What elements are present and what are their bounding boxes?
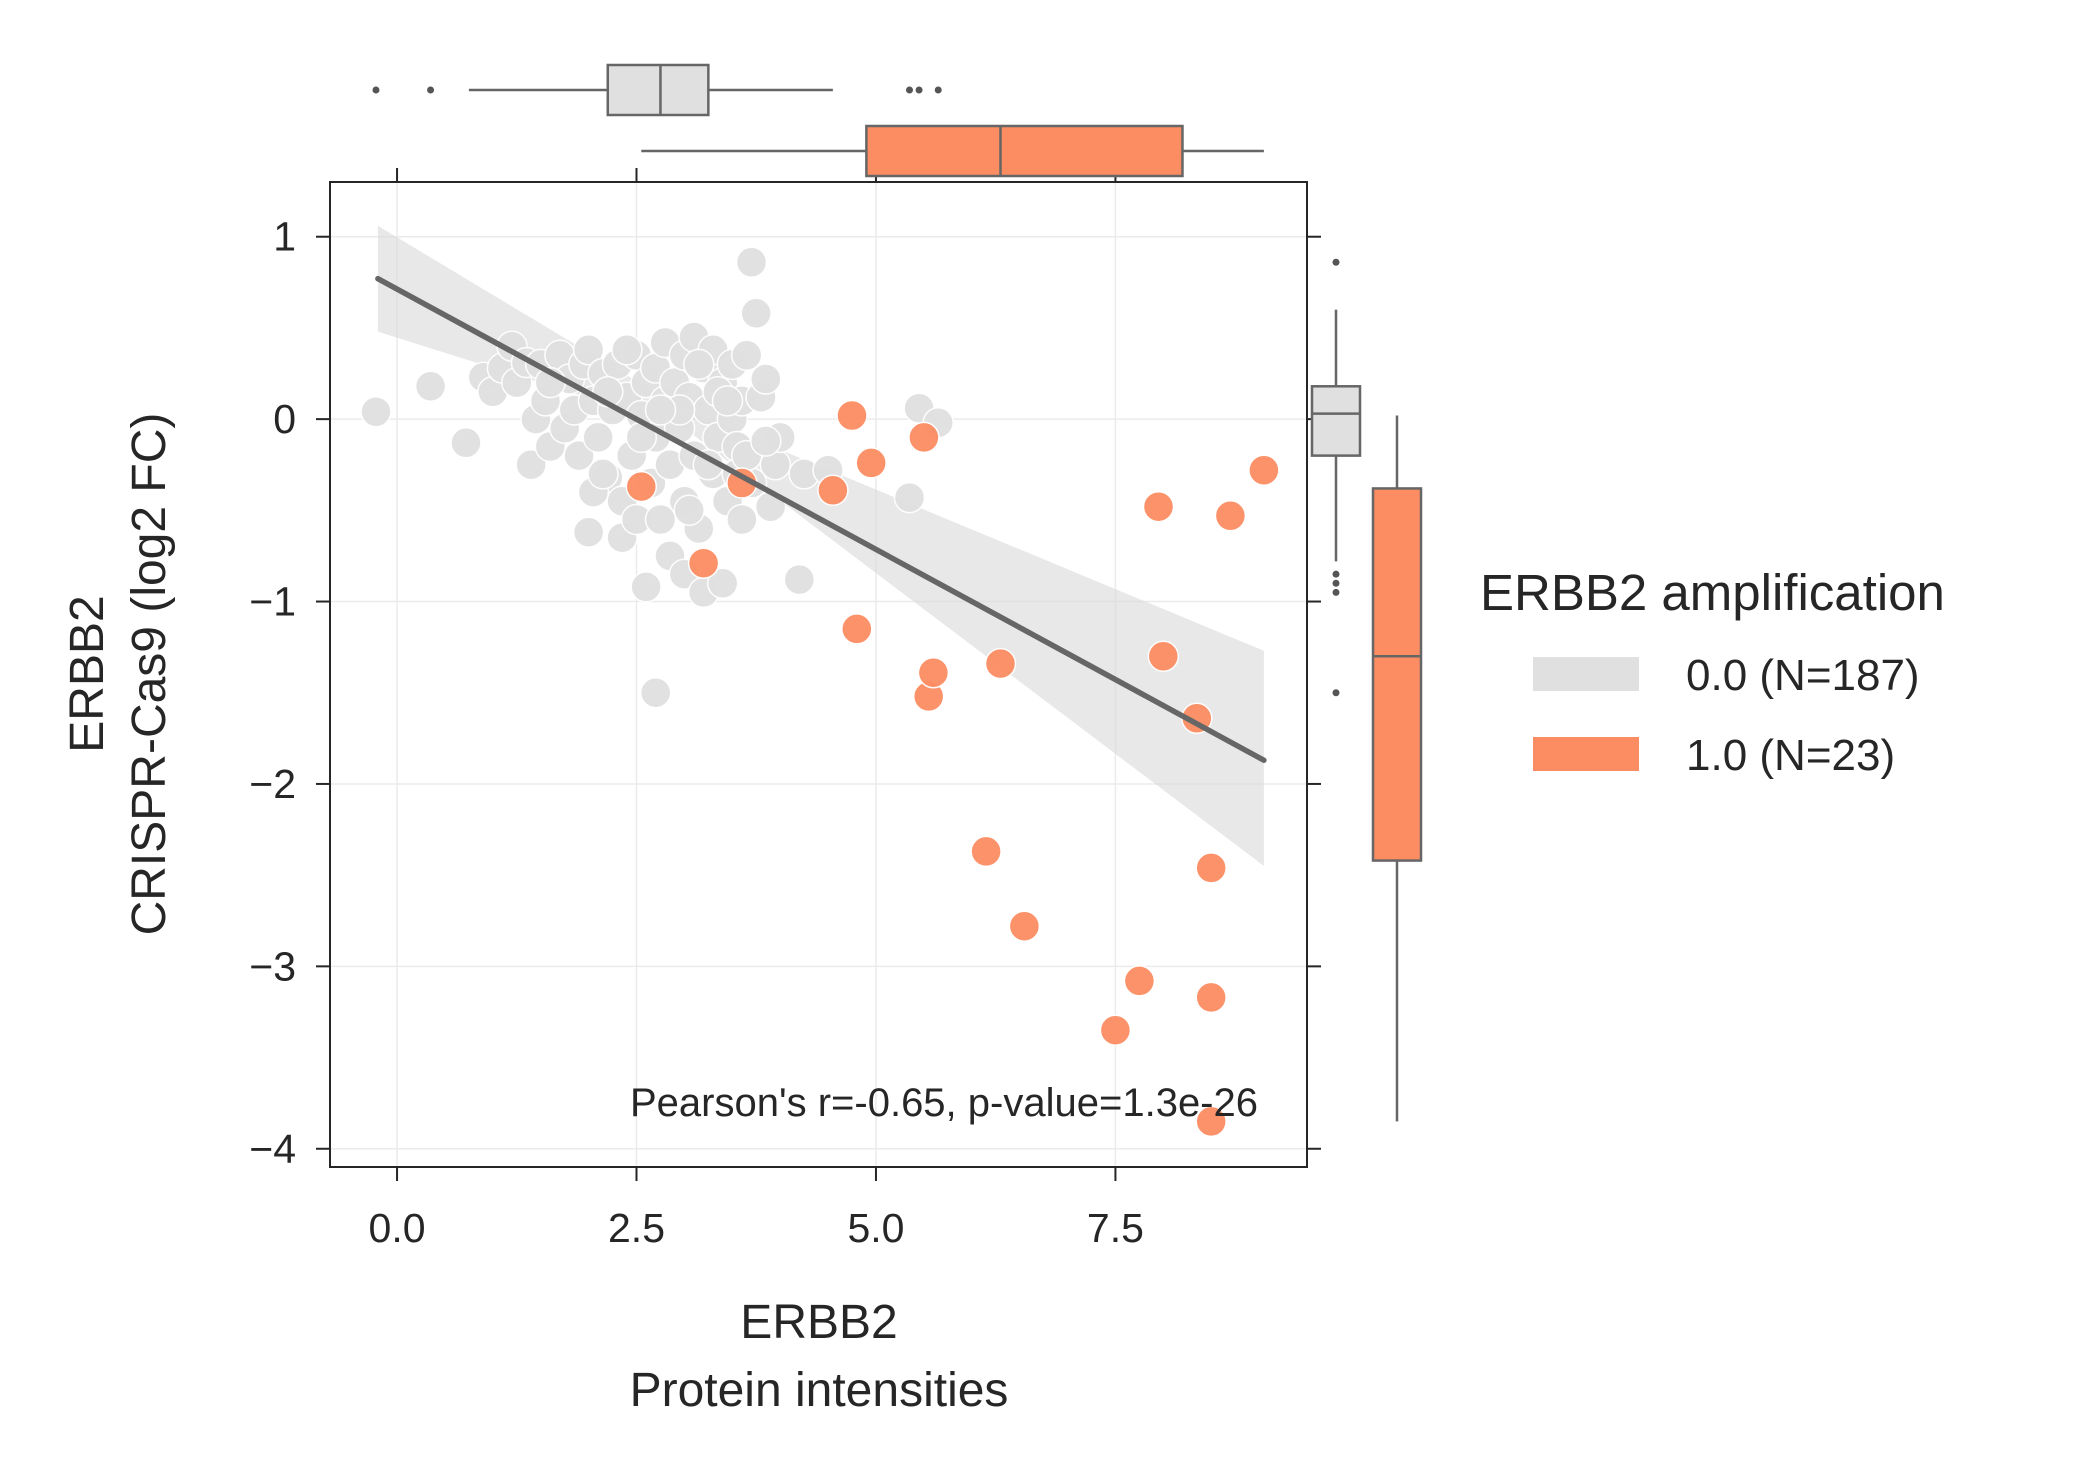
y-tick-label: 1: [273, 214, 296, 260]
legend-title: ERBB2 amplification: [1480, 564, 1945, 621]
point-amplified: [855, 447, 887, 479]
point-not-amplified: [630, 571, 662, 603]
point-not-amplified: [711, 385, 744, 417]
point-not-amplified: [587, 458, 619, 490]
y-tick-label: −4: [249, 1126, 296, 1172]
point-not-amplified: [644, 503, 677, 536]
point-amplified: [1123, 965, 1156, 997]
point-amplified: [1008, 910, 1041, 942]
point-not-amplified: [644, 394, 677, 426]
point-not-amplified: [582, 421, 614, 454]
scatter-panel: 0.0 2.5 5.0 7.5 1 0 −1 −2 −3 −4 Pearson's r=-0.6…: [249, 168, 1321, 1251]
point-amplified: [970, 835, 1002, 868]
y-tick-label: −3: [249, 943, 296, 989]
point-not-amplified: [515, 448, 547, 481]
legend-label-1: 1.0 (N=23): [1686, 731, 1895, 780]
point-not-amplified: [735, 246, 768, 279]
right-box-outlier: [1332, 258, 1340, 266]
point-not-amplified: [726, 503, 758, 536]
right-box-outlier: [1332, 588, 1340, 596]
point-not-amplified: [572, 516, 605, 548]
point-amplified: [908, 421, 940, 454]
x-axis-label-line-2: Protein intensities: [630, 1364, 1009, 1417]
points-layer: [360, 246, 1280, 1138]
legend: ERBB2 amplification 0.0 (N=187) 1.0 (N=2…: [1480, 564, 1945, 780]
right-box-outlier: [1332, 689, 1340, 697]
top-box-outlier: [427, 86, 435, 94]
x-tick-label: 5.0: [847, 1205, 904, 1251]
point-amplified: [1248, 454, 1280, 486]
right-box-outlier: [1332, 570, 1340, 578]
point-not-amplified: [572, 334, 605, 366]
point-not-amplified: [706, 567, 739, 600]
x-axis-label-line-1: ERBB2: [740, 1296, 897, 1349]
right-marginal-boxplots: [1310, 258, 1423, 1122]
top-marginal-boxplots: [372, 63, 1264, 178]
x-tick-label: 2.5: [608, 1205, 665, 1251]
point-amplified: [1142, 490, 1175, 523]
top-box-outlier: [905, 86, 913, 94]
top-box-outlier: [372, 86, 380, 94]
point-not-amplified: [414, 370, 447, 403]
right-box-outlier: [1332, 579, 1340, 587]
top-box: [865, 124, 1184, 178]
y-tick-label: −1: [249, 579, 296, 625]
point-not-amplified: [611, 334, 643, 366]
point-not-amplified: [783, 563, 816, 596]
legend-swatch-1: [1533, 737, 1639, 771]
top-box: [606, 63, 710, 117]
point-not-amplified: [683, 348, 715, 381]
x-axis-label: ERBB2 Protein intensities: [630, 1296, 1009, 1417]
right-box: [1371, 487, 1423, 862]
y-axis-label-line-2: CRISPR-Cas9 (log2 FC): [123, 413, 176, 936]
point-not-amplified: [730, 339, 763, 372]
point-amplified: [817, 474, 849, 507]
regression-layer: [375, 275, 1267, 763]
point-not-amplified: [450, 427, 482, 459]
point-amplified: [625, 470, 658, 503]
top-box-outlier: [915, 86, 923, 94]
point-amplified: [917, 656, 950, 689]
point-amplified: [1195, 1105, 1227, 1138]
point-not-amplified: [740, 297, 772, 330]
y-axis-label: ERBB2 CRISPR-Cas9 (log2 FC): [61, 413, 176, 936]
point-amplified: [1147, 640, 1180, 673]
point-not-amplified: [673, 494, 705, 527]
top-box-outlier: [934, 86, 942, 94]
point-not-amplified: [639, 676, 672, 709]
correlation-annotation: Pearson's r=-0.65, p-value=1.3e-26: [630, 1081, 1258, 1125]
y-axis-label-line-1: ERBB2: [61, 595, 114, 752]
point-amplified: [984, 647, 1017, 680]
right-box: [1310, 385, 1362, 457]
point-not-amplified: [360, 396, 392, 428]
point-not-amplified: [893, 481, 926, 514]
regression-line: [375, 275, 1267, 763]
y-axis-ticks: 1 0 −1 −2 −3 −4: [249, 214, 1321, 1172]
point-amplified: [1195, 981, 1227, 1014]
y-tick-label: 0: [273, 396, 296, 442]
point-not-amplified: [750, 363, 782, 395]
plot-frame: [329, 181, 1308, 1168]
point-amplified: [1099, 1014, 1132, 1046]
legend-label-0: 0.0 (N=187): [1686, 651, 1920, 700]
x-tick-label: 7.5: [1087, 1205, 1144, 1251]
x-axis-ticks: 0.0 2.5 5.0 7.5: [369, 168, 1144, 1251]
y-tick-label: −2: [249, 761, 296, 807]
point-amplified: [1214, 500, 1247, 532]
point-amplified: [836, 399, 868, 432]
point-amplified: [841, 613, 873, 645]
legend-swatch-0: [1533, 657, 1639, 691]
point-amplified: [687, 547, 720, 579]
point-not-amplified: [750, 425, 782, 457]
point-not-amplified: [563, 439, 595, 472]
point-amplified: [1195, 852, 1227, 884]
x-tick-label: 0.0: [369, 1205, 426, 1251]
